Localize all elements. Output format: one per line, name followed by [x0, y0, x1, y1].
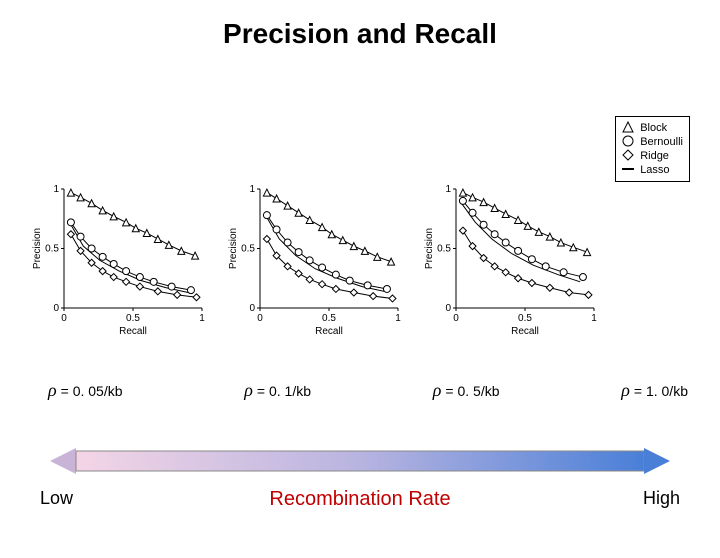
svg-text:1: 1 [199, 313, 205, 324]
line-icon [622, 163, 636, 177]
svg-text:1: 1 [249, 184, 255, 195]
legend-item: Block [622, 121, 683, 135]
svg-text:1: 1 [395, 313, 401, 324]
svg-text:0: 0 [249, 303, 255, 314]
legend-item: Ridge [622, 149, 683, 163]
rate-value: = 0. 5/kb [445, 383, 499, 399]
rate-label: ρ= 0. 05/kb [48, 380, 123, 401]
label-recombination-rate: Recombination Rate [0, 488, 720, 511]
label-high: High [643, 488, 680, 509]
svg-text:0.5: 0.5 [126, 313, 140, 324]
svg-text:Recall: Recall [119, 326, 147, 337]
rate-value: = 0. 05/kb [61, 383, 123, 399]
charts-row: 0 0.5 1 0 0.5 1 Recall Precision 0 0.5 1 0 0.5 1 Recal… [30, 183, 590, 343]
svg-text:1: 1 [445, 184, 451, 195]
rho-icon: ρ [621, 380, 630, 401]
svg-text:Precision: Precision [32, 228, 43, 269]
svg-text:1: 1 [591, 313, 597, 324]
legend-item: Lasso [622, 163, 683, 177]
diamond-icon [622, 149, 636, 163]
legend-label: Lasso [640, 163, 669, 177]
svg-text:0: 0 [445, 303, 451, 314]
svg-text:0: 0 [53, 303, 59, 314]
svg-text:Recall: Recall [315, 326, 343, 337]
precision-recall-chart: 0 0.5 1 0 0.5 1 Recall Precision [226, 183, 404, 343]
legend-label: Ridge [640, 149, 669, 163]
svg-text:Precision: Precision [228, 228, 239, 269]
legend-item: Bernoulli [622, 135, 683, 149]
svg-text:1: 1 [53, 184, 59, 195]
rate-value: = 1. 0/kb [634, 383, 688, 399]
svg-text:0: 0 [61, 313, 67, 324]
legend-label: Block [640, 121, 667, 135]
precision-recall-chart: 0 0.5 1 0 0.5 1 Recall Precision [422, 183, 600, 343]
svg-text:0: 0 [257, 313, 263, 324]
rate-label: ρ= 0. 5/kb [433, 380, 500, 401]
rate-label: ρ= 0. 1/kb [244, 380, 311, 401]
rho-icon: ρ [48, 380, 57, 401]
svg-text:0: 0 [453, 313, 459, 324]
page-title: Precision and Recall [0, 18, 720, 50]
legend: BlockBernoulliRidgeLasso [615, 116, 690, 182]
svg-text:0.5: 0.5 [241, 244, 255, 255]
gradient-arrow [50, 448, 670, 474]
rate-value: = 0. 1/kb [257, 383, 311, 399]
svg-text:0.5: 0.5 [437, 244, 451, 255]
svg-text:0.5: 0.5 [45, 244, 59, 255]
rho-icon: ρ [433, 380, 442, 401]
triangle-icon [622, 121, 636, 135]
svg-text:Precision: Precision [424, 228, 435, 269]
rate-labels-row: ρ= 0. 05/kbρ= 0. 1/kbρ= 0. 5/kbρ= 1. 0/k… [48, 380, 688, 401]
rho-icon: ρ [244, 380, 253, 401]
legend-label: Bernoulli [640, 135, 683, 149]
circle-icon [622, 135, 636, 149]
svg-text:Recall: Recall [511, 326, 539, 337]
rate-label: ρ= 1. 0/kb [621, 380, 688, 401]
svg-text:0.5: 0.5 [322, 313, 336, 324]
precision-recall-chart: 0 0.5 1 0 0.5 1 Recall Precision [30, 183, 208, 343]
svg-text:0.5: 0.5 [518, 313, 532, 324]
